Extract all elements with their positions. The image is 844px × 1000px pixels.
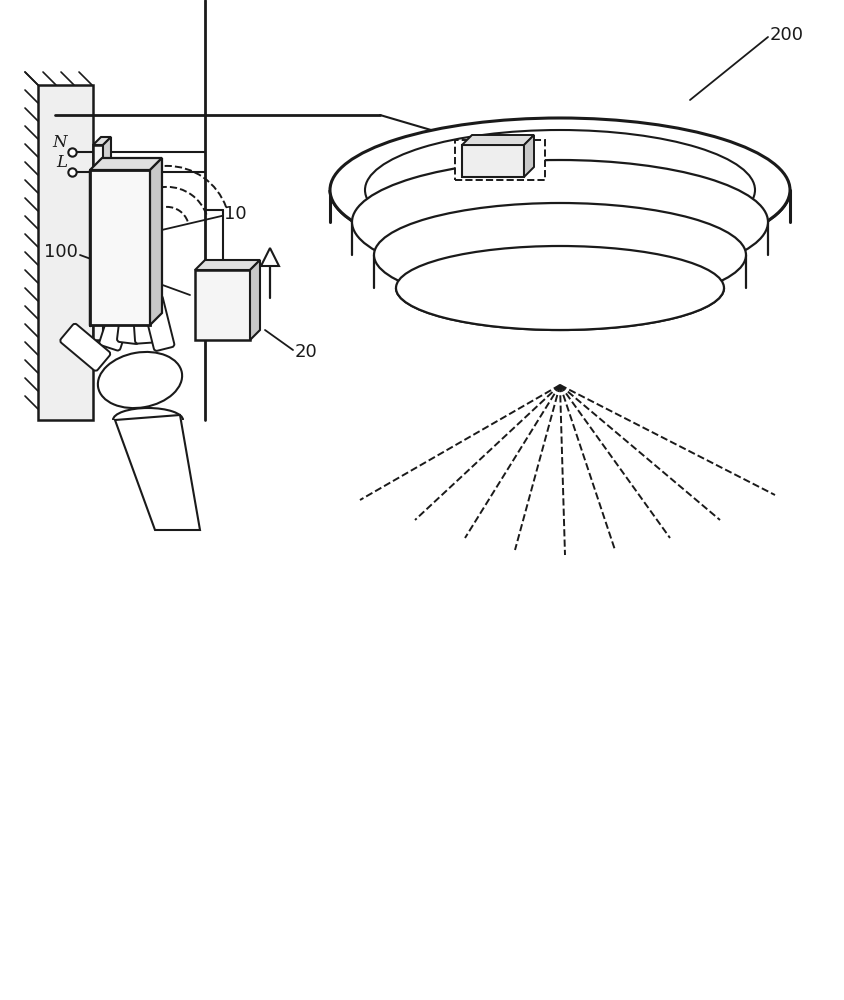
Bar [90,170,150,325]
Ellipse shape [396,246,724,330]
Bar [38,85,93,420]
FancyBboxPatch shape [60,324,111,371]
Ellipse shape [98,352,182,408]
FancyBboxPatch shape [100,290,137,351]
FancyBboxPatch shape [132,284,157,344]
Text: 20: 20 [295,343,317,361]
Polygon shape [524,135,534,177]
Bar [93,145,103,340]
Polygon shape [462,135,534,145]
Polygon shape [195,260,260,270]
Polygon shape [90,158,162,170]
FancyBboxPatch shape [117,281,146,344]
Polygon shape [103,137,111,340]
Ellipse shape [352,160,768,284]
Ellipse shape [330,118,790,262]
Ellipse shape [374,203,746,307]
Bar [462,145,524,177]
Text: 100: 100 [44,243,78,261]
Text: N: N [52,134,67,151]
Bar [195,270,250,340]
Text: 200: 200 [770,26,804,44]
FancyBboxPatch shape [143,296,175,351]
Polygon shape [150,158,162,325]
Polygon shape [250,260,260,340]
Polygon shape [261,248,279,266]
Polygon shape [115,415,200,530]
Text: L: L [56,154,67,171]
Polygon shape [93,137,111,145]
Bar [455,140,545,180]
Text: 10: 10 [224,205,246,223]
